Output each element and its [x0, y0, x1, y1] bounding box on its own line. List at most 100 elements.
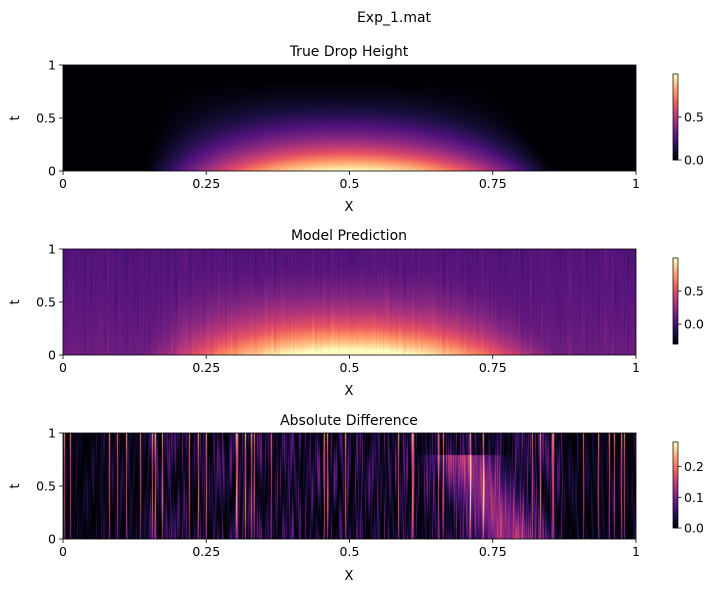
axes: 0 0.25 0.5 0.75 1 0 0.5 1	[36, 426, 640, 560]
colorbar-segment	[673, 458, 678, 461]
colorbar-segment	[673, 290, 678, 293]
x-tick-label: 0.25	[192, 176, 220, 191]
colorbar-segment	[673, 474, 678, 477]
colorbar-segment	[673, 126, 678, 129]
colorbar-segment	[673, 276, 678, 279]
heatmap-image	[63, 249, 636, 355]
x-tick-label: 0.25	[192, 544, 220, 559]
colorbar-segment	[673, 298, 678, 301]
colorbar-segment	[673, 446, 678, 449]
axes: 0 0.25 0.5 0.75 1 0 0.5 1	[36, 58, 640, 192]
colorbar-segment	[673, 336, 678, 339]
x-tick-label: 0	[59, 360, 67, 375]
colorbar-segment	[673, 498, 678, 501]
colorbar-tick-label: 0.0	[684, 317, 704, 332]
colorbar-segment	[673, 326, 678, 329]
x-tick-label: 0.5	[340, 360, 360, 375]
colorbar-segment	[673, 340, 678, 343]
colorbar-segment	[673, 338, 678, 341]
colorbar-segment	[673, 86, 678, 89]
colorbar-segment	[673, 278, 678, 281]
y-tick-label: 0	[48, 348, 56, 363]
y-tick-label: 0	[48, 164, 56, 179]
colorbar-frame	[672, 441, 679, 529]
x-tick-label: 0	[59, 544, 67, 559]
y-tick-label: 1	[48, 242, 56, 257]
colorbar-tick-label: 0.5	[684, 110, 704, 125]
colorbar-segment	[673, 468, 678, 471]
colorbar-segment	[673, 448, 678, 451]
panel-model-prediction: Model Prediction 0 0.25 0.5 0.75 100.51 X t …	[8, 228, 704, 399]
colorbar-segment	[673, 464, 678, 467]
colorbar-segment	[673, 102, 678, 105]
colorbar-segment	[673, 502, 678, 505]
colorbar-segment	[673, 454, 678, 457]
x-axis-label: X	[345, 569, 354, 584]
colorbar-segment	[673, 118, 678, 121]
colorbar-segment	[673, 156, 678, 159]
colorbar-segment	[673, 144, 678, 147]
colorbar-segment	[673, 314, 678, 317]
colorbar-segment	[673, 484, 678, 487]
colorbar-segment	[673, 524, 678, 527]
colorbar-segment	[673, 152, 678, 155]
colorbar-segment	[673, 318, 678, 321]
colorbar-segment	[673, 132, 678, 135]
heatmap-area	[62, 432, 637, 540]
colorbar-segment	[673, 134, 678, 137]
colorbar-segment	[673, 442, 678, 445]
colorbar-segment	[673, 120, 678, 123]
colorbar-segment	[673, 494, 678, 497]
colorbar-segment	[673, 296, 678, 299]
colorbar-segment	[673, 520, 678, 523]
colorbar-segment	[673, 268, 678, 271]
colorbar: 0.0 0.1 0.2	[672, 441, 704, 536]
colorbar-segment	[673, 462, 678, 465]
colorbar-segment	[673, 306, 678, 309]
colorbar-segment	[673, 110, 678, 113]
x-axis-label: X	[345, 200, 354, 215]
colorbar: 0.0 0.5	[672, 257, 704, 345]
y-tick-label: 1	[48, 426, 56, 441]
colorbar-segment	[673, 78, 678, 81]
colorbar-segment	[673, 84, 678, 87]
x-tick-label: 1	[632, 176, 640, 191]
heatmap-area	[62, 248, 637, 356]
x-tick-label: 1	[632, 360, 640, 375]
colorbar-tick-label: 0.5	[684, 284, 704, 299]
colorbar-segment	[673, 90, 678, 93]
colorbar-segment	[673, 94, 678, 97]
y-axis-label: t	[8, 299, 23, 304]
colorbar-segment	[673, 140, 678, 143]
colorbar-segment	[673, 116, 678, 119]
panel-title: Absolute Difference	[280, 413, 418, 429]
colorbar-segment	[673, 122, 678, 125]
colorbar-segment	[673, 82, 678, 85]
x-tick-label: 0.75	[479, 544, 507, 559]
heatmap-image	[63, 65, 636, 171]
colorbar-segment	[673, 486, 678, 489]
colorbar-segment	[673, 480, 678, 483]
colorbar-segment	[673, 104, 678, 107]
y-tick-label: 1	[48, 58, 56, 73]
colorbar-segment	[673, 124, 678, 127]
x-tick-label: 0.75	[479, 360, 507, 375]
colorbar-segment	[673, 310, 678, 313]
colorbar-segment	[673, 518, 678, 521]
colorbar-segment	[673, 460, 678, 463]
colorbar-segment	[673, 264, 678, 267]
x-tick-label: 1	[632, 544, 640, 559]
colorbar-segment	[673, 514, 678, 517]
colorbar-segment	[673, 282, 678, 285]
heatmap-area	[62, 64, 637, 172]
colorbar-segment	[673, 154, 678, 157]
colorbar-segment	[673, 286, 678, 289]
colorbar-segment	[673, 280, 678, 283]
colorbar-segment	[673, 114, 678, 117]
colorbar-segment	[673, 332, 678, 335]
colorbar-segment	[673, 316, 678, 319]
colorbar-segment	[673, 506, 678, 509]
x-tick-label: 0.5	[340, 544, 360, 559]
